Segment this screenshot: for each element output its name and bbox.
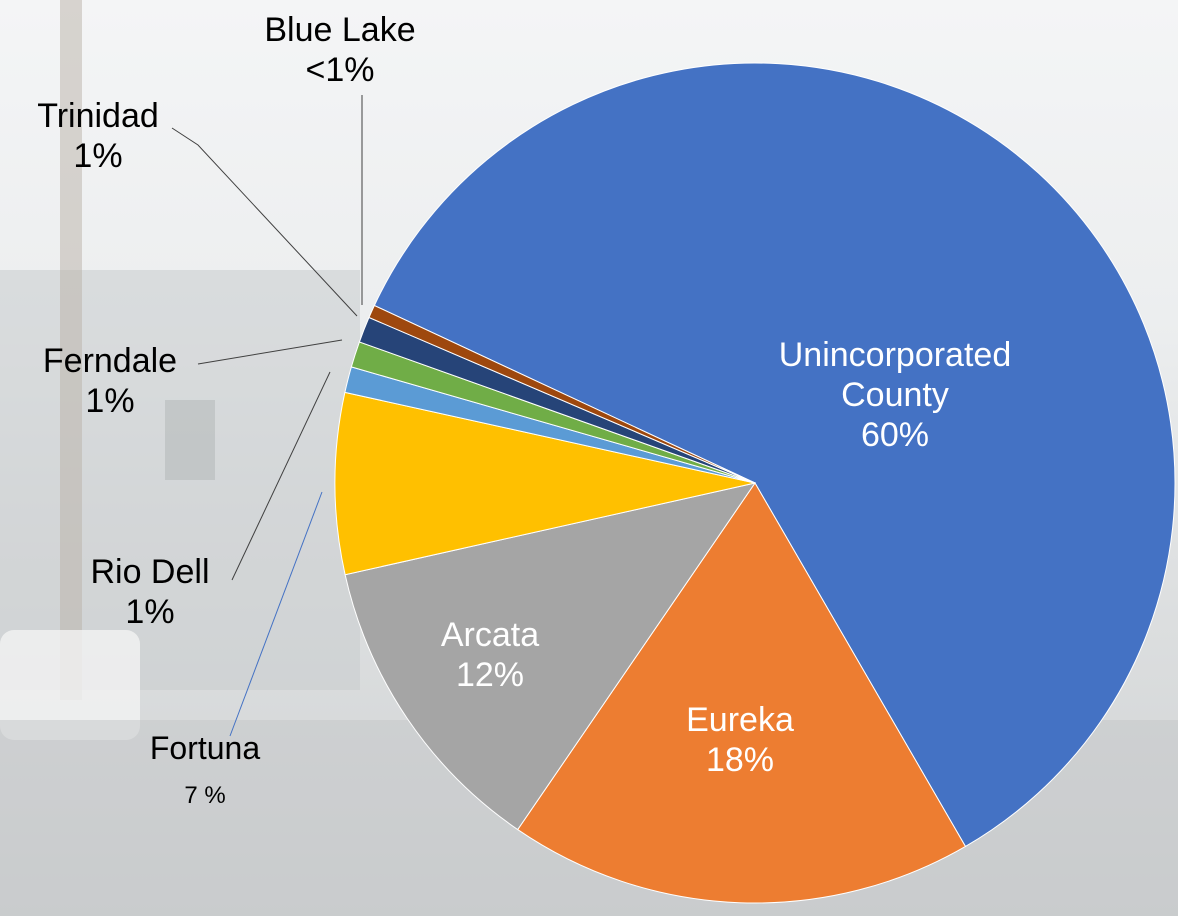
slice-label: Rio Dell 1% <box>50 552 250 632</box>
category-label: Arcata <box>440 616 540 654</box>
slice-label: Trinidad 1% <box>0 96 198 176</box>
value-label: 60% <box>860 416 930 455</box>
leader-line <box>197 339 343 365</box>
slice-label: Eureka 18% <box>640 700 840 780</box>
leader-line <box>171 127 358 317</box>
slice-label: Fortuna 7 % <box>105 730 305 810</box>
pie-slice <box>517 482 967 904</box>
pie-slice <box>344 482 757 831</box>
slice-label: Ferndale 1% <box>10 341 210 421</box>
value-label: 1% <box>73 137 123 176</box>
slice-label: Blue Lake <1% <box>230 10 450 90</box>
slice-label: Unincorporated County 60% <box>730 335 1060 455</box>
value-label: 12% <box>455 656 525 695</box>
category-label: Fortuna <box>149 730 261 766</box>
value-label: 7 % <box>184 781 226 809</box>
category-label: Eureka <box>686 701 794 739</box>
category-label: Unincorporated County <box>778 336 1012 415</box>
pie-slice <box>334 391 756 576</box>
pie-slice <box>373 62 1176 848</box>
leader-line <box>231 371 331 581</box>
value-label: 18% <box>705 741 775 780</box>
value-label: 1% <box>125 593 175 632</box>
truck <box>0 630 140 740</box>
slice-label: Arcata 12% <box>390 615 590 695</box>
category-label: Rio Dell <box>90 553 210 591</box>
value-label: <1% <box>305 51 375 90</box>
window <box>165 400 215 480</box>
category-label: Ferndale <box>42 342 178 380</box>
leader-line <box>229 491 323 737</box>
value-label: 1% <box>85 382 135 421</box>
pole <box>60 0 82 700</box>
category-label: Trinidad <box>37 97 159 135</box>
pie-slice <box>368 304 756 484</box>
category-label: Blue Lake <box>264 11 416 49</box>
